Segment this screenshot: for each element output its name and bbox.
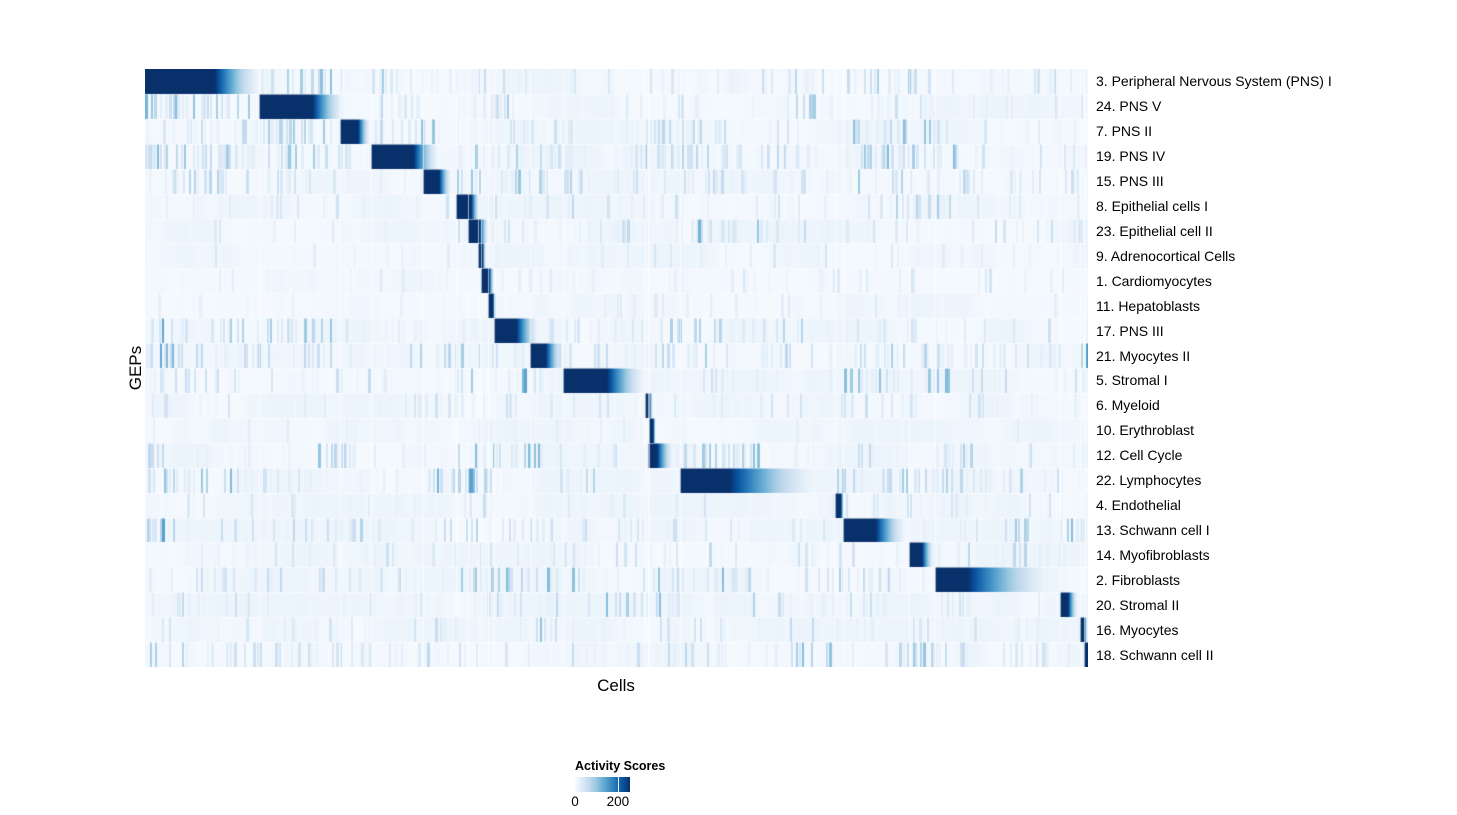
legend-colorbar (575, 777, 630, 792)
legend-tick-label-min: 0 (571, 794, 579, 809)
x-axis-title: Cells (597, 676, 635, 695)
row-label: 15. PNS III (1096, 173, 1164, 190)
row-label: 7. PNS II (1096, 123, 1153, 140)
row-label: 5. Stromal I (1096, 372, 1168, 389)
row-label: 4. Endothelial (1096, 497, 1181, 514)
heatmap-canvas (145, 69, 1088, 667)
legend: Activity Scores 0 200 (571, 759, 735, 810)
row-label: 18. Schwann cell II (1096, 646, 1214, 663)
legend-tick-mark (617, 777, 620, 792)
row-label: 12. Cell Cycle (1096, 447, 1183, 464)
row-labels: 3. Peripheral Nervous System (PNS) I 24. … (1096, 69, 1446, 667)
row-label: 17. PNS III (1096, 322, 1164, 339)
legend-title: Activity Scores (575, 759, 666, 773)
row-label: 19. PNS IV (1096, 148, 1166, 165)
row-label: 16. Myocytes (1096, 621, 1179, 638)
row-label: 6. Myeloid (1096, 397, 1160, 414)
row-label: 21. Myocytes II (1096, 347, 1191, 364)
row-label: 9. Adrenocortical Cells (1096, 247, 1236, 264)
legend-tick-label-max: 200 (606, 794, 630, 809)
row-label: 3. Peripheral Nervous System (PNS) I (1096, 73, 1332, 90)
row-label: 14. Myofibroblasts (1096, 546, 1210, 563)
row-label: 22. Lymphocytes (1096, 472, 1202, 489)
row-label: 23. Epithelial cell II (1096, 222, 1213, 239)
row-label: 2. Fibroblasts (1096, 571, 1181, 588)
row-label: 1. Cardiomyocytes (1096, 272, 1212, 289)
row-label: 13. Schwann cell I (1096, 521, 1210, 538)
row-label: 8. Epithelial cells I (1096, 198, 1209, 215)
row-label: 24. PNS V (1096, 98, 1162, 115)
row-label: 10. Erythroblast (1096, 422, 1195, 439)
legend-tick-labels: 0 200 (571, 794, 630, 810)
row-label: 11. Hepatoblasts (1096, 297, 1201, 314)
y-axis-title: GEPs (126, 345, 145, 391)
row-label: 20. Stromal II (1096, 596, 1180, 613)
